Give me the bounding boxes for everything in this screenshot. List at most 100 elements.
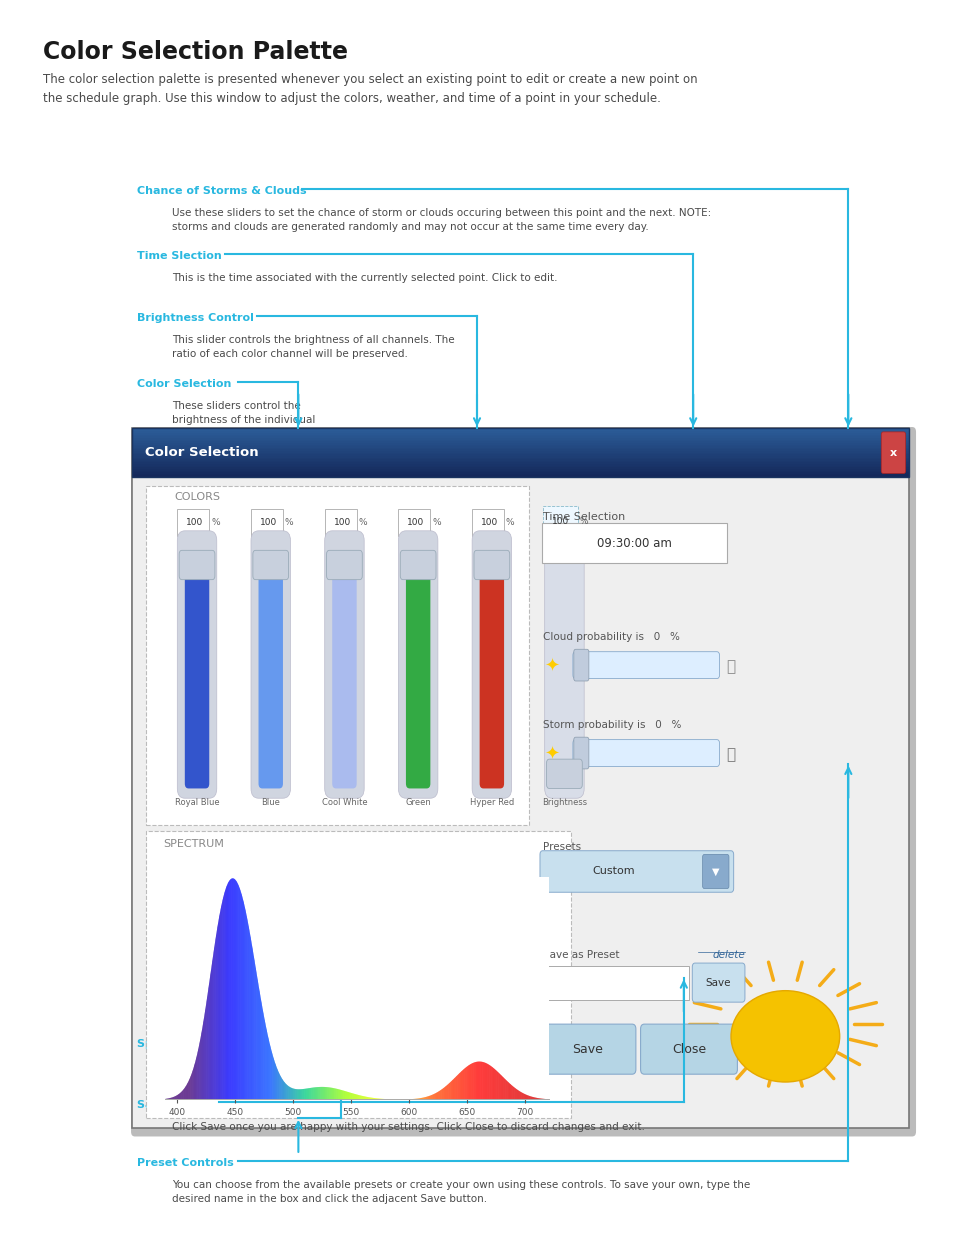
Bar: [132, 430, 908, 431]
FancyBboxPatch shape: [406, 559, 430, 788]
FancyBboxPatch shape: [573, 740, 719, 767]
FancyBboxPatch shape: [179, 551, 214, 579]
FancyBboxPatch shape: [177, 531, 216, 798]
Text: ⛈: ⛈: [725, 747, 735, 762]
Text: Use these sliders to set the chance of storm or clouds occuring between this poi: Use these sliders to set the chance of s…: [172, 209, 711, 232]
Text: 09:30:00 am: 09:30:00 am: [596, 536, 671, 550]
Text: x: x: [889, 447, 896, 458]
FancyBboxPatch shape: [177, 509, 209, 536]
Bar: [132, 464, 908, 466]
FancyBboxPatch shape: [702, 855, 728, 889]
FancyBboxPatch shape: [472, 509, 503, 536]
FancyBboxPatch shape: [131, 427, 915, 1136]
Bar: [132, 441, 908, 443]
FancyBboxPatch shape: [574, 650, 588, 680]
FancyBboxPatch shape: [258, 559, 283, 788]
Text: Color Selection: Color Selection: [136, 379, 231, 389]
Text: Save: Save: [705, 978, 731, 988]
Bar: [132, 467, 908, 469]
Bar: [132, 459, 908, 461]
Text: These sliders control the
brightness of the individual
color channels.: These sliders control the brightness of …: [172, 401, 315, 440]
Text: Brightness: Brightness: [541, 798, 586, 808]
Text: Cool White: Cool White: [321, 798, 367, 808]
Text: COLORS: COLORS: [174, 492, 220, 501]
Text: 100: 100: [480, 517, 497, 527]
Text: delete: delete: [712, 950, 744, 960]
Bar: [132, 440, 908, 441]
Text: Close: Close: [671, 1042, 705, 1056]
Text: 100: 100: [407, 517, 424, 527]
Bar: [132, 454, 908, 456]
Text: You can choose from the available presets or create your own using these control: You can choose from the available preset…: [172, 1181, 750, 1204]
Bar: [132, 446, 908, 448]
Text: Blue: Blue: [261, 798, 280, 808]
Text: %: %: [505, 517, 514, 527]
FancyBboxPatch shape: [544, 531, 583, 798]
Text: Storm probability is   0   %: Storm probability is 0 %: [542, 720, 680, 730]
Text: The color selection palette is presented whenever you select an existing point t: The color selection palette is presented…: [43, 73, 697, 86]
FancyBboxPatch shape: [400, 551, 436, 579]
Text: Preset Controls: Preset Controls: [136, 1158, 233, 1168]
FancyBboxPatch shape: [538, 1024, 636, 1074]
Text: ✦: ✦: [544, 745, 559, 763]
Bar: [132, 461, 908, 462]
FancyBboxPatch shape: [132, 429, 908, 1128]
Bar: [132, 462, 908, 464]
Text: Save as Preset: Save as Preset: [542, 950, 618, 960]
Text: Time Slection: Time Slection: [136, 251, 221, 261]
FancyBboxPatch shape: [251, 509, 283, 536]
Bar: [132, 429, 908, 430]
Text: Spectrum Output: Spectrum Output: [136, 1039, 244, 1049]
Text: %: %: [211, 517, 219, 527]
Bar: [132, 456, 908, 457]
Text: 100: 100: [259, 517, 276, 527]
Bar: [132, 474, 908, 475]
Text: Royal Blue: Royal Blue: [174, 798, 219, 808]
Ellipse shape: [730, 990, 839, 1082]
FancyBboxPatch shape: [253, 551, 289, 579]
Text: Custom: Custom: [592, 867, 634, 877]
Bar: [132, 438, 908, 440]
FancyBboxPatch shape: [324, 531, 364, 798]
Text: 100: 100: [186, 517, 203, 527]
Text: This slider controls the brightness of all channels. The
ratio of each color cha: This slider controls the brightness of a…: [172, 336, 455, 359]
Bar: [132, 450, 908, 451]
Text: The output spectrum of the Radion is displayed here.: The output spectrum of the Radion is dis…: [172, 1061, 450, 1071]
Text: %: %: [579, 516, 588, 526]
Text: Green: Green: [405, 798, 431, 808]
FancyBboxPatch shape: [542, 506, 578, 536]
FancyBboxPatch shape: [539, 851, 733, 892]
Text: Presets: Presets: [542, 842, 580, 852]
Text: Click Save once you are happy with your settings. Click Close to discard changes: Click Save once you are happy with your …: [172, 1121, 644, 1131]
Bar: [132, 471, 908, 472]
Bar: [132, 451, 908, 453]
Bar: [132, 433, 908, 435]
Text: %: %: [285, 517, 294, 527]
FancyBboxPatch shape: [479, 559, 503, 788]
FancyBboxPatch shape: [881, 432, 904, 473]
Bar: [132, 453, 908, 454]
FancyBboxPatch shape: [324, 509, 356, 536]
Bar: [132, 448, 908, 450]
Text: %: %: [358, 517, 367, 527]
FancyBboxPatch shape: [573, 652, 719, 678]
Text: Chance of Storms & Clouds: Chance of Storms & Clouds: [136, 186, 306, 196]
Text: Hyper Red: Hyper Red: [469, 798, 514, 808]
FancyBboxPatch shape: [639, 1024, 737, 1074]
Text: Save: Save: [572, 1042, 602, 1056]
FancyBboxPatch shape: [692, 963, 744, 1002]
Text: 100: 100: [552, 516, 569, 526]
Bar: [132, 469, 908, 471]
Text: Time Selection: Time Selection: [542, 513, 624, 522]
FancyBboxPatch shape: [574, 737, 588, 769]
Text: the schedule graph. Use this window to adjust the colors, weather, and time of a: the schedule graph. Use this window to a…: [43, 93, 659, 105]
FancyBboxPatch shape: [541, 524, 726, 563]
FancyBboxPatch shape: [398, 509, 430, 536]
FancyBboxPatch shape: [251, 531, 290, 798]
Bar: [132, 436, 908, 438]
Bar: [132, 429, 908, 477]
Bar: [132, 431, 908, 433]
Text: Cloud probability is   0   %: Cloud probability is 0 %: [542, 632, 679, 642]
Text: Color Selection: Color Selection: [145, 446, 258, 459]
Text: Save & Close: Save & Close: [136, 1100, 217, 1110]
